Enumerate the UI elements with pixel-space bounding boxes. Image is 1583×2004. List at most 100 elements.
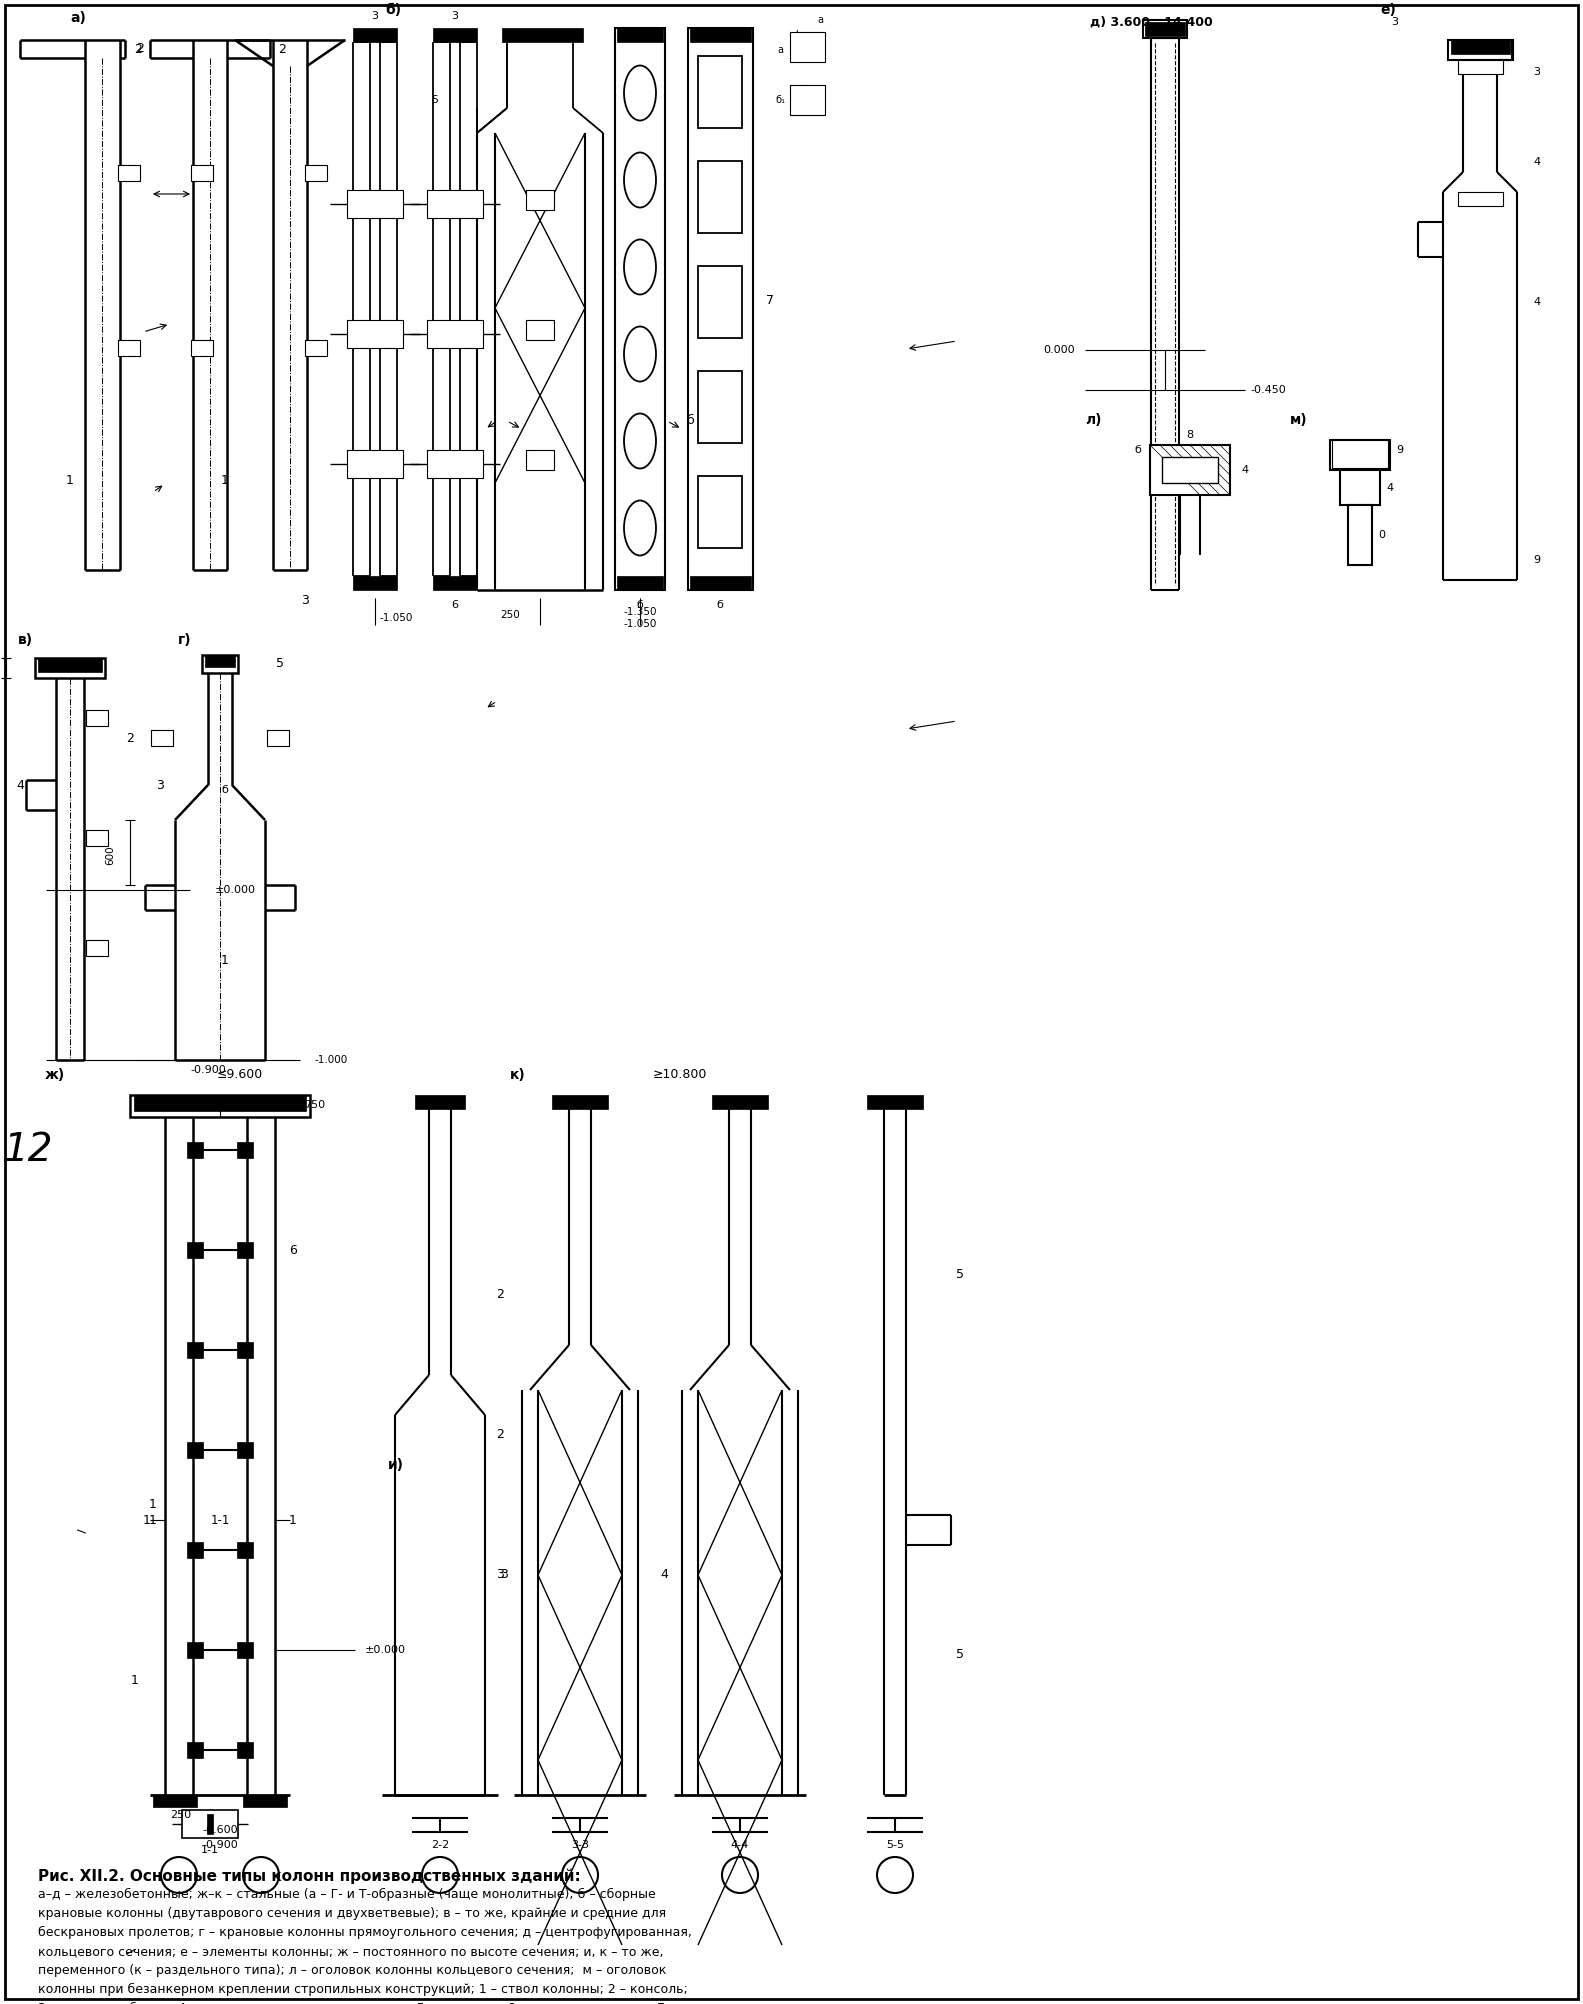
Text: колонны при безанкерном креплении стропильных конструкций; 1 – ствол колонны; 2 : колонны при безанкерном креплении стропи… <box>38 1984 687 1996</box>
Text: л): л) <box>1084 413 1102 427</box>
Bar <box>237 1242 253 1259</box>
Bar <box>150 729 173 745</box>
Bar <box>526 321 554 341</box>
Text: а): а) <box>70 10 85 24</box>
Text: 1: 1 <box>149 1499 157 1511</box>
Bar <box>698 56 742 128</box>
Text: -0.600: -0.600 <box>203 1826 237 1836</box>
Text: а: а <box>777 44 784 54</box>
Bar <box>182 1810 237 1838</box>
Bar <box>698 371 742 443</box>
Text: 750: 750 <box>255 1100 275 1110</box>
Text: б): б) <box>385 2 400 16</box>
Bar <box>347 451 404 479</box>
Text: е): е) <box>1380 2 1396 16</box>
Text: 7: 7 <box>766 293 774 307</box>
Text: 1: 1 <box>66 473 74 487</box>
Bar <box>38 657 101 671</box>
Text: 4: 4 <box>1534 156 1540 166</box>
Bar <box>526 190 554 210</box>
Bar <box>130 1094 310 1116</box>
Bar <box>85 940 108 956</box>
Bar <box>187 1242 203 1259</box>
Bar <box>347 190 404 218</box>
Text: м): м) <box>1290 413 1308 427</box>
Bar <box>237 1541 253 1557</box>
Text: 9: 9 <box>1396 445 1404 455</box>
Text: 2-2: 2-2 <box>431 1840 450 1850</box>
Text: 1: 1 <box>222 954 230 966</box>
Bar <box>1448 40 1513 60</box>
Bar <box>244 1796 287 1808</box>
Text: Рис. XII.2. Основные типы колонн производственных зданий:: Рис. XII.2. Основные типы колонн произво… <box>38 1868 581 1884</box>
Bar <box>187 1541 203 1557</box>
Text: 1: 1 <box>131 1673 139 1687</box>
Text: 600: 600 <box>104 846 116 866</box>
Bar <box>1333 441 1387 465</box>
Bar <box>187 1641 203 1657</box>
Bar <box>427 321 483 349</box>
Text: 0: 0 <box>1379 529 1385 539</box>
Text: 4: 4 <box>1241 465 1249 475</box>
Bar <box>689 28 754 589</box>
Bar <box>207 1814 214 1834</box>
Bar <box>268 729 290 745</box>
Bar <box>187 1443 203 1459</box>
Text: 2: 2 <box>495 1429 503 1441</box>
Text: 8: 8 <box>1186 431 1194 441</box>
Text: г): г) <box>177 633 192 647</box>
Text: 4-4: 4-4 <box>731 1840 749 1850</box>
Text: 3: 3 <box>157 778 165 792</box>
Bar <box>1143 20 1187 38</box>
Text: б: б <box>636 599 643 609</box>
Text: -1.000: -1.000 <box>315 1054 348 1064</box>
Text: ж): ж) <box>44 1068 65 1082</box>
Text: -0.900: -0.900 <box>190 1064 226 1074</box>
Text: -1.350: -1.350 <box>624 607 657 617</box>
Bar <box>192 164 214 180</box>
Bar <box>502 28 583 42</box>
Bar <box>187 1343 203 1359</box>
Bar <box>427 190 483 218</box>
Bar <box>1331 441 1388 469</box>
Bar <box>616 28 665 589</box>
Text: 6: 6 <box>451 599 459 609</box>
Text: 2: 2 <box>136 42 144 54</box>
Bar <box>434 28 476 42</box>
Bar <box>1162 457 1217 483</box>
Text: 3: 3 <box>372 10 378 20</box>
Text: 1: 1 <box>149 1513 157 1527</box>
Bar <box>526 451 554 471</box>
Text: 5: 5 <box>956 1269 964 1281</box>
Bar <box>353 28 397 42</box>
Ellipse shape <box>624 501 655 555</box>
Text: -0.900: -0.900 <box>203 1840 237 1850</box>
Bar <box>1339 471 1380 505</box>
Ellipse shape <box>624 413 655 469</box>
Bar <box>187 1142 203 1158</box>
Bar <box>434 575 476 589</box>
Text: б: б <box>685 413 693 427</box>
Text: б: б <box>1135 445 1141 455</box>
Text: 2: 2 <box>127 731 135 745</box>
Text: б: б <box>717 599 723 609</box>
Bar <box>306 341 328 357</box>
Text: 1: 1 <box>290 1513 298 1527</box>
Text: 3: 3 <box>451 10 459 20</box>
Bar <box>206 655 234 667</box>
Bar <box>790 32 825 62</box>
Text: 3-3: 3-3 <box>571 1840 589 1850</box>
Text: и): и) <box>388 1459 404 1473</box>
Text: ≥10.800: ≥10.800 <box>652 1068 708 1082</box>
Bar <box>353 575 397 589</box>
Bar <box>790 84 825 114</box>
Bar <box>1458 192 1502 206</box>
Bar <box>698 477 742 547</box>
Bar <box>237 1741 253 1758</box>
Text: ±0.000: ±0.000 <box>366 1645 405 1655</box>
Text: 4: 4 <box>660 1569 668 1581</box>
Bar <box>119 341 139 357</box>
Bar <box>415 1094 465 1108</box>
Text: 1-1: 1-1 <box>211 1513 230 1527</box>
Text: крановые колонны (двутаврового сечения и двухветвевые); в – то же, крайние и сре: крановые колонны (двутаврового сечения и… <box>38 1908 666 1920</box>
